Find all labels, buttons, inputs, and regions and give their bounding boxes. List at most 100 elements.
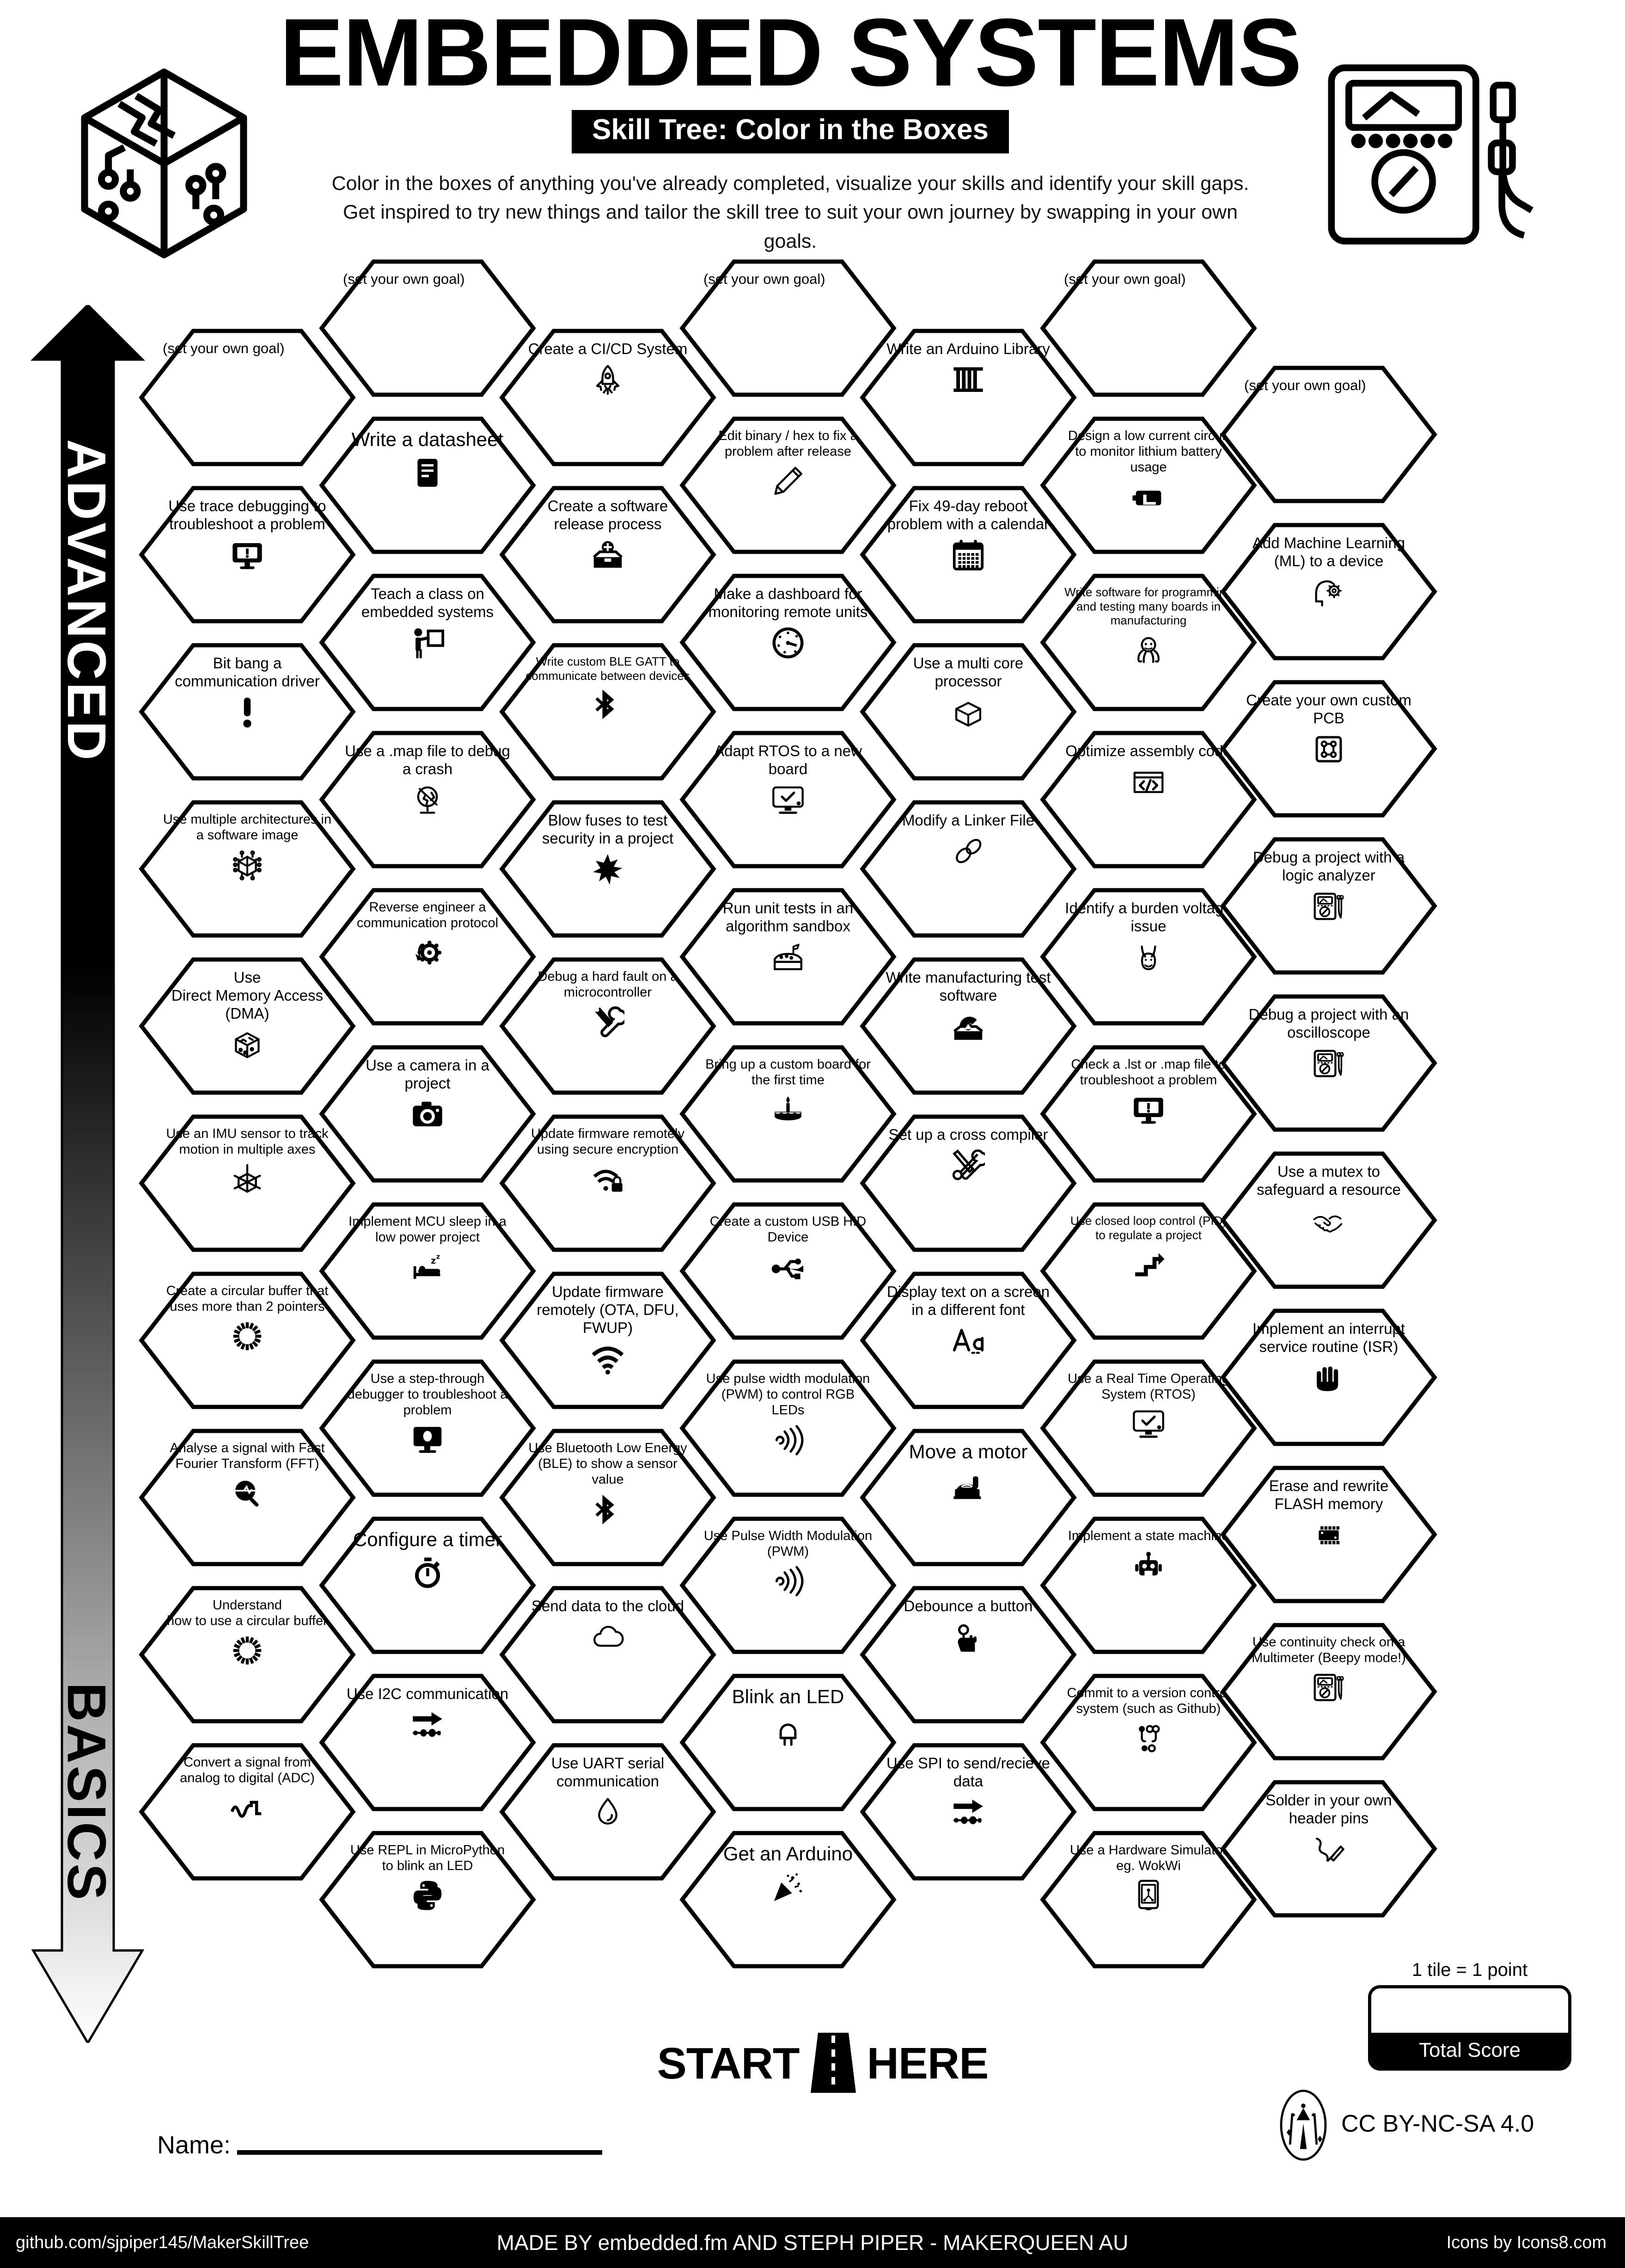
skill-tile-c2r10[interactable]: Use I2C communication xyxy=(319,1673,536,1812)
tile-point-note: 1 tile = 1 point xyxy=(1411,1960,1528,1980)
globe-crash-icon xyxy=(411,782,444,818)
skill-tile-c2r1[interactable]: (set your own goal) xyxy=(319,259,536,397)
skill-tile-c1r10[interactable]: Convert a signal from analog to digital … xyxy=(139,1742,356,1881)
skill-tile-c1r9[interactable]: Understand how to use a circular buffer xyxy=(139,1585,356,1724)
skill-tile-c6r5[interactable]: Identify a burden voltage issue xyxy=(1040,887,1257,1026)
name-input-rule[interactable] xyxy=(237,2150,603,2155)
bluetooth-icon xyxy=(591,1492,624,1528)
skill-tile-c1r2[interactable]: Use trace debugging to troubleshoot a pr… xyxy=(139,485,356,624)
skill-tile-c2r3[interactable]: Teach a class on embedded systems xyxy=(319,573,536,712)
skill-tile-c6r9[interactable]: Implement a state machine xyxy=(1040,1516,1257,1655)
skill-tile-c1r6[interactable]: Use an IMU sensor to track motion in mul… xyxy=(139,1114,356,1253)
skill-tile-label: Check a .lst or .map file to troubleshoo… xyxy=(1071,1057,1226,1088)
skill-tile-c2r5[interactable]: Reverse engineer a communication protoco… xyxy=(319,887,536,1026)
skill-tile-c2r4[interactable]: Use a .map file to debug a crash xyxy=(319,730,536,869)
skill-tile-c3r2[interactable]: Create a software release process xyxy=(499,485,716,624)
skill-tile-label: Use closed loop control (PID) to regulat… xyxy=(1070,1214,1227,1242)
skill-tile-c6r4[interactable]: Optimize assembly code xyxy=(1040,730,1257,869)
subtitle-banner: Skill Tree: Color in the Boxes xyxy=(572,110,1009,153)
skill-tile-c3r9[interactable]: Send data to the cloud xyxy=(499,1585,716,1724)
skill-tile-label: Bring up a custom board for the first ti… xyxy=(705,1057,871,1088)
wifi-icon xyxy=(591,1341,624,1377)
skill-tile-c5r2[interactable]: Fix 49-day reboot problem with a calenda… xyxy=(860,485,1077,624)
skill-tile-c5r6[interactable]: Set up a cross compiler xyxy=(860,1114,1077,1253)
skill-tile-c3r8[interactable]: Use Bluetooth Low Energy (BLE) to show a… xyxy=(499,1428,716,1567)
skill-tile-c6r1[interactable]: (set your own goal) xyxy=(1040,259,1257,397)
footer-repo-link[interactable]: github.com/sjpiper145/MakerSkillTree xyxy=(16,2232,309,2252)
skill-tile-label: Implement MCU sleep in a low power proje… xyxy=(348,1214,507,1245)
skill-tile-c5r5[interactable]: Write manufacturing test software xyxy=(860,957,1077,1095)
skill-tile-c4r7[interactable]: Create a custom USB HID Device xyxy=(679,1202,897,1340)
skill-tile-label: Debounce a button xyxy=(904,1597,1033,1614)
skill-tile-c1r5[interactable]: Use Direct Memory Access (DMA) xyxy=(139,957,356,1095)
skill-tile-c7r10[interactable]: Solder in your own header pins xyxy=(1220,1779,1437,1918)
skill-tile-c4r2[interactable]: Edit binary / hex to fix a problem after… xyxy=(679,416,897,555)
skill-tile-c7r1[interactable]: (set your own goal) xyxy=(1220,365,1437,504)
skill-tile-c2r2[interactable]: Write a datasheet xyxy=(319,416,536,555)
release-box-icon xyxy=(591,537,624,573)
skill-tile-c6r7[interactable]: Use closed loop control (PID) to regulat… xyxy=(1040,1202,1257,1340)
skill-tile-c7r8[interactable]: Erase and rewrite FLASH memory xyxy=(1220,1465,1437,1604)
skill-tile-c5r1[interactable]: Write an Arduino Library xyxy=(860,328,1077,467)
skill-tile-c3r5[interactable]: Debug a hard fault on a microcontroller xyxy=(499,957,716,1095)
embedded-cube-icon xyxy=(65,60,263,259)
skill-tile-c7r2[interactable]: Add Machine Learning (ML) to a device xyxy=(1220,522,1437,661)
skill-tile-c1r8[interactable]: Analyse a signal with Fast Fourier Trans… xyxy=(139,1428,356,1567)
skill-tile-c5r7[interactable]: Display text on a screen in a different … xyxy=(860,1271,1077,1410)
skill-tile-c4r11[interactable]: Get an Arduino xyxy=(679,1830,897,1969)
skill-tile-c6r8[interactable]: Use a Real Time Operating System (RTOS) xyxy=(1040,1359,1257,1498)
skill-tile-c4r1[interactable]: (set your own goal) xyxy=(679,259,897,397)
skill-tile-c3r3[interactable]: Write custom BLE GATT to communicate bet… xyxy=(499,642,716,781)
skill-tile-c2r6[interactable]: Use a camera in a project xyxy=(319,1045,536,1183)
skill-tile-c6r6[interactable]: Check a .lst or .map file to troubleshoo… xyxy=(1040,1045,1257,1183)
here-label: HERE xyxy=(867,2039,989,2088)
skill-tile-c2r9[interactable]: Configure a timer xyxy=(319,1516,536,1655)
skill-tile-c4r3[interactable]: Make a dashboard for monitoring remote u… xyxy=(679,573,897,712)
skill-tile-c5r4[interactable]: Modify a Linker File xyxy=(860,800,1077,938)
footer-icons-credit[interactable]: Icons by Icons8.com xyxy=(1446,2232,1607,2252)
skill-tile-c2r11[interactable]: Use REPL in MicroPython to blink an LED xyxy=(319,1830,536,1969)
skill-tile-c3r10[interactable]: Use UART serial communication xyxy=(499,1742,716,1881)
score-box[interactable]: Total Score xyxy=(1368,1985,1571,2071)
skill-tile-c5r8[interactable]: Move a motor xyxy=(860,1428,1077,1567)
multimeter-icon xyxy=(1322,60,1553,254)
skill-tile-c4r10[interactable]: Blink an LED xyxy=(679,1673,897,1812)
skill-tile-c5r10[interactable]: Use SPI to send/recieve data xyxy=(860,1742,1077,1881)
multimeter-small-icon xyxy=(1312,1045,1345,1082)
skill-tile-c6r3[interactable]: Write software for programming and testi… xyxy=(1040,573,1257,712)
skill-tile-c7r7[interactable]: Implement an interrupt service routine (… xyxy=(1220,1308,1437,1447)
skill-tile-c1r4[interactable]: Use multiple architectures in a software… xyxy=(139,800,356,938)
skill-tile-c7r6[interactable]: Use a mutex to safeguard a resource xyxy=(1220,1151,1437,1290)
octopus-icon xyxy=(1132,631,1165,667)
skill-tile-label: Understand how to use a circular buffer xyxy=(167,1598,328,1629)
skill-tile-c3r1[interactable]: Create a CI/CD System xyxy=(499,328,716,467)
skill-tile-c7r9[interactable]: Use continuity check on a Multimeter (Be… xyxy=(1220,1622,1437,1761)
skill-tile-c3r4[interactable]: Blow fuses to test security in a project xyxy=(499,800,716,938)
skill-tile-c5r3[interactable]: Use a multi core processor xyxy=(860,642,1077,781)
waves-icon xyxy=(771,1563,805,1599)
skill-tile-c1r7[interactable]: Create a circular buffer that uses more … xyxy=(139,1271,356,1410)
skill-tile-label: (set your own goal) xyxy=(703,271,825,287)
skill-tile-c7r3[interactable]: Create your own custom PCB xyxy=(1220,679,1437,818)
skill-tile-c4r8[interactable]: Use pulse width modulation (PWM) to cont… xyxy=(679,1359,897,1498)
skill-tile-label: Move a motor xyxy=(909,1441,1028,1462)
skill-tile-c6r11[interactable]: Use a Hardware Simulator eg. WokWi xyxy=(1040,1830,1257,1969)
skill-tile-c4r5[interactable]: Run unit tests in an algorithm sandbox xyxy=(679,887,897,1026)
skill-tile-c1r3[interactable]: Bit bang a communication driver xyxy=(139,642,356,781)
skill-tile-c6r2[interactable]: Design a low current circuit to monitor … xyxy=(1040,416,1257,555)
skill-tile-c2r8[interactable]: Use a step-through debugger to troublesh… xyxy=(319,1359,536,1498)
skill-tile-c3r6[interactable]: Update firmware remotely using secure en… xyxy=(499,1114,716,1253)
skill-tile-c5r9[interactable]: Debounce a button xyxy=(860,1585,1077,1724)
stopwatch-icon xyxy=(411,1555,444,1591)
skill-tile-c1r1[interactable]: (set your own goal) xyxy=(139,328,356,467)
name-field[interactable]: Name: xyxy=(157,2131,603,2159)
skill-tile-c6r10[interactable]: Commit to a version control system (such… xyxy=(1040,1673,1257,1812)
skill-tile-c2r7[interactable]: Implement MCU sleep in a low power proje… xyxy=(319,1202,536,1340)
skill-tile-c4r6[interactable]: Bring up a custom board for the first ti… xyxy=(679,1045,897,1183)
score-value[interactable] xyxy=(1371,1988,1568,2033)
skill-tile-c7r5[interactable]: Debug a project with an oscilloscope xyxy=(1220,994,1437,1132)
skill-tile-c3r7[interactable]: Update firmware remotely (OTA, DFU, FWUP… xyxy=(499,1271,716,1410)
skill-tile-c7r4[interactable]: Debug a project with a logic analyzer xyxy=(1220,837,1437,975)
skill-tile-c4r4[interactable]: Adapt RTOS to a new board xyxy=(679,730,897,869)
skill-tile-c4r9[interactable]: Use Pulse Width Modulation (PWM) xyxy=(679,1516,897,1655)
